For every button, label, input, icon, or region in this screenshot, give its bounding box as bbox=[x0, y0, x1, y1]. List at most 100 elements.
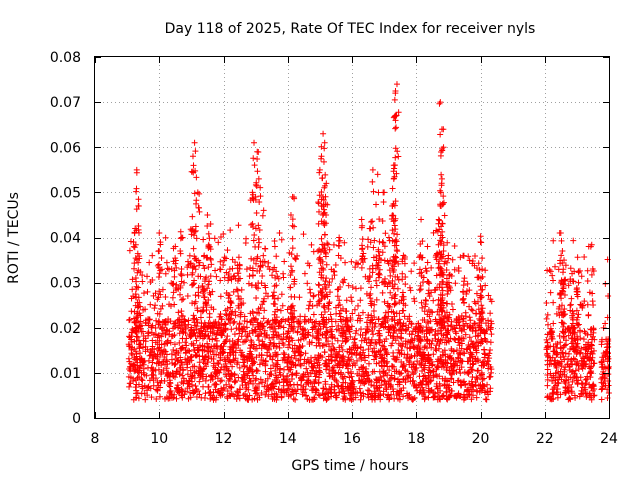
data-point bbox=[201, 278, 208, 285]
data-point bbox=[394, 333, 401, 340]
data-point bbox=[129, 326, 136, 333]
data-point bbox=[440, 279, 447, 286]
data-point bbox=[390, 268, 397, 275]
data-point bbox=[193, 235, 200, 242]
data-point bbox=[458, 345, 465, 352]
data-point bbox=[557, 229, 564, 236]
data-point bbox=[340, 385, 347, 392]
data-point bbox=[315, 380, 322, 387]
data-point bbox=[311, 395, 318, 402]
data-point bbox=[359, 246, 366, 253]
data-point bbox=[391, 313, 398, 320]
data-point bbox=[320, 342, 327, 349]
data-point bbox=[562, 341, 569, 348]
data-point bbox=[544, 350, 551, 357]
data-point bbox=[310, 364, 317, 371]
data-point bbox=[365, 372, 372, 379]
data-point bbox=[569, 270, 576, 277]
data-point bbox=[270, 380, 277, 387]
data-point bbox=[144, 387, 151, 394]
data-point bbox=[126, 364, 133, 371]
data-point bbox=[352, 362, 359, 369]
data-point bbox=[441, 212, 448, 219]
data-point bbox=[298, 349, 305, 356]
data-point bbox=[316, 246, 323, 253]
data-point bbox=[157, 305, 164, 312]
data-point bbox=[440, 242, 447, 249]
data-point bbox=[245, 380, 252, 387]
data-point bbox=[441, 377, 448, 384]
data-point bbox=[440, 299, 447, 306]
data-point bbox=[463, 346, 470, 353]
data-point bbox=[369, 166, 376, 173]
data-point bbox=[315, 391, 322, 398]
data-point bbox=[484, 388, 491, 395]
data-point bbox=[157, 267, 164, 274]
data-point bbox=[402, 281, 409, 288]
data-point bbox=[265, 393, 272, 400]
y-tick-label: 0.02 bbox=[50, 321, 81, 337]
data-point bbox=[332, 262, 339, 269]
data-point bbox=[243, 324, 250, 331]
data-point bbox=[295, 324, 302, 331]
data-point bbox=[245, 386, 252, 393]
data-point bbox=[312, 323, 319, 330]
data-point bbox=[448, 363, 455, 370]
data-point bbox=[544, 376, 551, 383]
data-point bbox=[462, 382, 469, 389]
data-point bbox=[484, 357, 491, 364]
data-point bbox=[213, 394, 220, 401]
data-point bbox=[261, 245, 268, 252]
data-point bbox=[392, 337, 399, 344]
data-point bbox=[337, 359, 344, 366]
data-point bbox=[320, 193, 327, 200]
data-point bbox=[402, 322, 409, 329]
data-point bbox=[250, 315, 257, 322]
data-point bbox=[453, 330, 460, 337]
data-point bbox=[320, 197, 327, 204]
data-point bbox=[304, 280, 311, 287]
data-point bbox=[459, 296, 466, 303]
data-point bbox=[443, 275, 450, 282]
data-point bbox=[289, 313, 296, 320]
data-point bbox=[171, 273, 178, 280]
data-point bbox=[212, 335, 219, 342]
data-point bbox=[463, 387, 470, 394]
data-point bbox=[558, 237, 565, 244]
data-point bbox=[200, 304, 207, 311]
data-point bbox=[227, 350, 234, 357]
data-point bbox=[235, 270, 242, 277]
data-point bbox=[149, 252, 156, 259]
data-point bbox=[598, 341, 605, 348]
data-point bbox=[199, 282, 206, 289]
data-point bbox=[142, 396, 149, 403]
data-point bbox=[393, 247, 400, 254]
data-point bbox=[226, 358, 233, 365]
data-point bbox=[440, 193, 447, 200]
data-point bbox=[484, 381, 491, 388]
x-tick-label: 8 bbox=[91, 431, 100, 447]
data-point bbox=[232, 259, 239, 266]
data-point bbox=[452, 280, 459, 287]
data-point bbox=[327, 353, 334, 360]
data-point bbox=[365, 236, 372, 243]
data-point bbox=[201, 333, 208, 340]
data-point bbox=[589, 387, 596, 394]
data-point bbox=[562, 350, 569, 357]
data-point bbox=[433, 342, 440, 349]
data-point bbox=[135, 259, 142, 266]
data-point bbox=[428, 326, 435, 333]
data-point bbox=[339, 346, 346, 353]
data-point bbox=[410, 360, 417, 367]
data-point bbox=[454, 316, 461, 323]
data-point bbox=[289, 193, 296, 200]
data-point bbox=[213, 381, 220, 388]
data-point bbox=[561, 276, 568, 283]
data-point bbox=[320, 210, 327, 217]
data-point bbox=[279, 302, 286, 309]
data-point bbox=[177, 291, 184, 298]
data-point bbox=[589, 290, 596, 297]
data-point bbox=[421, 351, 428, 358]
data-point bbox=[262, 391, 269, 398]
data-point bbox=[260, 340, 267, 347]
